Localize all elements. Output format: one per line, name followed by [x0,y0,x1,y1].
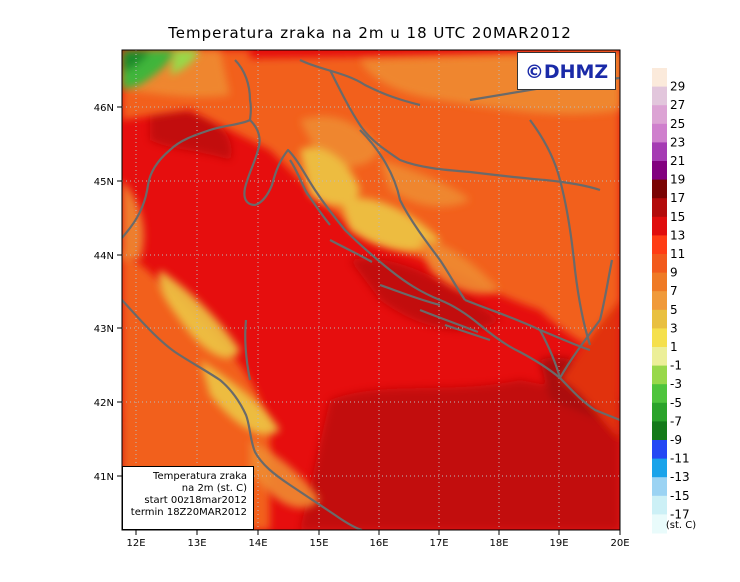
colorbar-swatch [652,291,667,311]
colorbar-label: -3 [670,377,682,391]
colorbar-label: 13 [670,228,685,242]
colorbar-label: 21 [670,154,685,168]
colorbar-label: -13 [670,470,690,484]
colorbar-label: 9 [670,266,678,280]
lon-label: 12E [126,538,145,549]
lon-label: 18E [489,538,508,549]
colorbar-swatch [652,384,667,404]
lon-label: 15E [309,538,328,549]
colorbar-swatch [652,495,667,515]
colorbar-label: 25 [670,117,685,131]
colorbar-swatch [652,216,667,236]
colorbar-label: 5 [670,303,678,317]
colorbar-label: -11 [670,452,690,466]
colorbar-label: -7 [670,414,682,428]
lon-label: 20E [610,538,629,549]
colorbar-swatch [652,68,667,88]
colorbar-label: 17 [670,191,685,205]
lat-label: 44N [94,251,114,262]
lon-label: 17E [429,538,448,549]
colorbar-label: 11 [670,247,685,261]
colorbar-label: 23 [670,135,685,149]
colorbar-swatch [652,86,667,106]
plot-frame [121,49,621,531]
colorbar-swatch [652,328,667,348]
colorbar-swatch [652,347,667,367]
info-line: start 00z18mar2012 [144,495,247,506]
colorbar-label: -17 [670,507,690,521]
colorbar-swatch [652,142,667,162]
colorbar-unit: (st. C) [666,520,696,531]
colorbar-label: 19 [670,173,685,187]
copyright-badge: ©DHMZ [517,52,616,90]
lon-label: 19E [549,538,568,549]
colorbar-swatch [652,514,667,534]
info-line: termin 18Z20MAR2012 [130,507,247,518]
colorbar-swatch [652,458,667,478]
colorbar-swatch [652,198,667,218]
map-title: Temperatura zraka na 2m u 18 UTC 20MAR20… [168,24,572,42]
lat-label: 42N [94,398,114,409]
colorbar: 29 27 25 23 21 19 17 15 13 11 9 7 5 3 1 -1 -3 -5 -7 -9 -11 -1… [652,68,690,534]
colorbar-label: -15 [670,489,690,503]
colorbar-swatch [652,365,667,385]
colorbar-label: 15 [670,210,685,224]
colorbar-swatch [652,402,667,422]
lon-label: 13E [187,538,206,549]
info-box: Temperatura zraka na 2m (st. C) start 00… [122,466,254,530]
colorbar-swatch [652,440,667,460]
lat-label: 45N [94,177,114,188]
lon-label: 16E [369,538,388,549]
lat-label: 41N [94,472,114,483]
lon-label: 14E [248,538,267,549]
temperature-field [122,50,620,530]
colorbar-label: 1 [670,340,678,354]
colorbar-swatch [652,254,667,274]
info-line: Temperatura zraka [153,471,247,482]
info-line: na 2m (st. C) [181,483,247,494]
colorbar-label: 27 [670,98,685,112]
colorbar-swatch [652,477,667,497]
colorbar-label: -1 [670,359,682,373]
colorbar-swatch [652,309,667,329]
colorbar-label: 7 [670,284,678,298]
colorbar-swatch [652,179,667,199]
coastlines [122,59,620,530]
colorbar-swatch [652,123,667,143]
colorbar-label: -5 [670,396,682,410]
colorbar-label: 3 [670,321,678,335]
colorbar-swatch [652,235,667,255]
colorbar-swatch [652,421,667,441]
colorbar-label: 29 [670,80,685,94]
lat-label: 43N [94,324,114,335]
colorbar-swatch [652,105,667,125]
colorbar-swatch [652,272,667,292]
lat-label: 46N [94,103,114,114]
colorbar-label: -9 [670,433,682,447]
colorbar-swatch [652,161,667,181]
